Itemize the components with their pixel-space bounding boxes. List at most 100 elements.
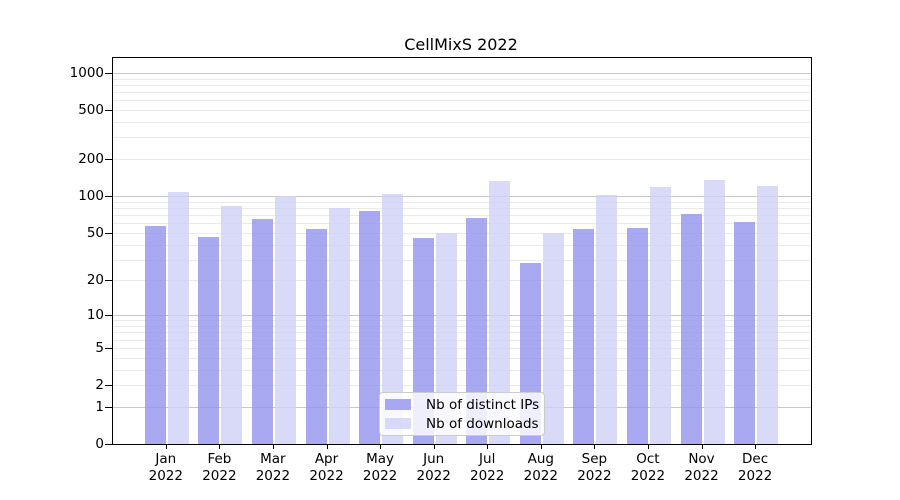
- x-tick-mark: [326, 444, 328, 449]
- gridline-minor: [113, 259, 811, 261]
- x-tick-year: 2022: [577, 468, 612, 484]
- bar-downloads-apr: [328, 207, 350, 444]
- y-tick-label: 1: [95, 398, 104, 415]
- x-tick-label: May 2022: [348, 451, 412, 485]
- x-tick-label: Jan 2022: [134, 451, 198, 485]
- gridline-minor: [113, 201, 811, 203]
- bar-distinct-ips-feb: [198, 237, 220, 444]
- plot-area: [112, 57, 812, 445]
- y-tick-mark: [105, 72, 112, 74]
- x-tick-label: Sep 2022: [562, 451, 626, 485]
- x-tick-year: 2022: [309, 468, 344, 484]
- x-tick-label: Mar 2022: [241, 451, 305, 485]
- x-tick-mark: [701, 444, 703, 449]
- y-tick-mark: [105, 110, 112, 111]
- x-tick-label: Apr 2022: [295, 451, 359, 485]
- x-tick-year: 2022: [630, 468, 666, 484]
- x-tick-year: 2022: [255, 468, 291, 484]
- gridline-minor: [113, 332, 811, 334]
- bar-distinct-ips-sep: [573, 228, 595, 444]
- bar-downloads-feb: [221, 206, 243, 444]
- gridline-major: [113, 315, 811, 317]
- x-tick-label: Aug 2022: [509, 451, 573, 485]
- x-tick-month: Aug: [527, 451, 554, 467]
- x-tick-mark: [647, 444, 649, 449]
- x-tick-mark: [165, 444, 167, 449]
- x-tick-label: Jul 2022: [455, 451, 519, 485]
- y-tick-mark: [105, 159, 112, 161]
- x-tick-year: 2022: [684, 468, 719, 484]
- x-tick-mark: [487, 444, 489, 449]
- gridline-minor: [113, 110, 811, 111]
- x-tick-label: Jun 2022: [402, 451, 466, 485]
- gridline-major: [113, 196, 811, 198]
- x-tick-year: 2022: [202, 468, 237, 484]
- legend-item-distinct-ips: Nb of distinct IPs: [385, 395, 540, 414]
- gridline-minor: [113, 215, 811, 216]
- legend-swatch-downloads: [385, 418, 411, 429]
- gridline-minor: [113, 100, 811, 102]
- bar-downloads-mar: [274, 195, 296, 444]
- chart-title: CellMixS 2022: [404, 35, 518, 54]
- bar-downloads-aug: [542, 232, 564, 444]
- x-tick-label: Dec 2022: [723, 451, 787, 485]
- x-tick-year: 2022: [148, 468, 183, 484]
- bar-downloads-jan: [167, 191, 189, 444]
- bar-distinct-ips-may: [359, 211, 381, 444]
- gridline-minor: [113, 137, 811, 139]
- y-tick-mark: [105, 196, 112, 198]
- x-tick-year: 2022: [362, 468, 398, 484]
- y-tick-label: 0: [95, 436, 104, 452]
- bar-downloads-oct: [649, 186, 671, 444]
- x-tick-mark: [272, 444, 274, 449]
- bar-distinct-ips-apr: [305, 228, 327, 444]
- gridline-minor: [113, 347, 811, 349]
- legend-item-downloads: Nb of downloads: [385, 414, 539, 433]
- gridline-minor: [113, 223, 811, 225]
- y-tick-label: 20: [86, 272, 104, 289]
- y-tick-label: 500: [78, 102, 104, 118]
- gridline-minor: [113, 326, 811, 327]
- bar-downloads-dec: [757, 185, 779, 444]
- x-tick-year: 2022: [737, 468, 773, 484]
- gridline-minor: [113, 320, 811, 322]
- y-tick-label: 50: [86, 224, 104, 241]
- gridline-minor: [113, 122, 811, 123]
- x-tick-month: May: [366, 451, 395, 467]
- y-tick-label: 2: [95, 377, 104, 393]
- x-tick-year: 2022: [416, 468, 451, 484]
- legend-label-distinct-ips: Nb of distinct IPs: [426, 396, 540, 413]
- gridline-minor: [113, 339, 811, 341]
- x-tick-month: Sep: [581, 451, 608, 467]
- bar-distinct-ips-dec: [734, 222, 756, 444]
- x-tick-month: Jan: [155, 451, 177, 467]
- gridline-minor: [113, 385, 811, 386]
- x-tick-year: 2022: [470, 468, 505, 484]
- y-tick-mark: [105, 280, 112, 282]
- gridline-major: [113, 72, 811, 74]
- bar-distinct-ips-jul: [466, 218, 488, 444]
- y-tick-label: 10: [86, 307, 104, 324]
- gridline-minor: [113, 207, 811, 209]
- y-tick-mark: [105, 315, 112, 317]
- bar-downloads-jun: [435, 232, 457, 444]
- x-tick-label: Oct 2022: [616, 451, 680, 485]
- bar-downloads-may: [382, 193, 404, 444]
- legend-label-downloads: Nb of downloads: [426, 415, 539, 432]
- legend-swatch-distinct-ips: [385, 399, 411, 410]
- x-tick-mark: [594, 444, 596, 449]
- x-tick-month: Nov: [688, 451, 715, 467]
- bar-distinct-ips-oct: [626, 227, 648, 444]
- bar-distinct-ips-mar: [251, 218, 273, 444]
- x-tick-label: Feb 2022: [187, 451, 251, 485]
- y-tick-mark: [105, 406, 112, 408]
- x-tick-mark: [755, 444, 757, 449]
- gridline-minor: [113, 244, 811, 246]
- x-tick-label: Nov 2022: [670, 451, 734, 485]
- gridline-minor: [113, 159, 811, 161]
- gridline-minor: [113, 357, 811, 359]
- bar-distinct-ips-nov: [680, 214, 702, 444]
- x-tick-mark: [219, 444, 221, 449]
- y-tick-mark: [105, 232, 112, 234]
- x-tick-month: Mar: [260, 451, 286, 467]
